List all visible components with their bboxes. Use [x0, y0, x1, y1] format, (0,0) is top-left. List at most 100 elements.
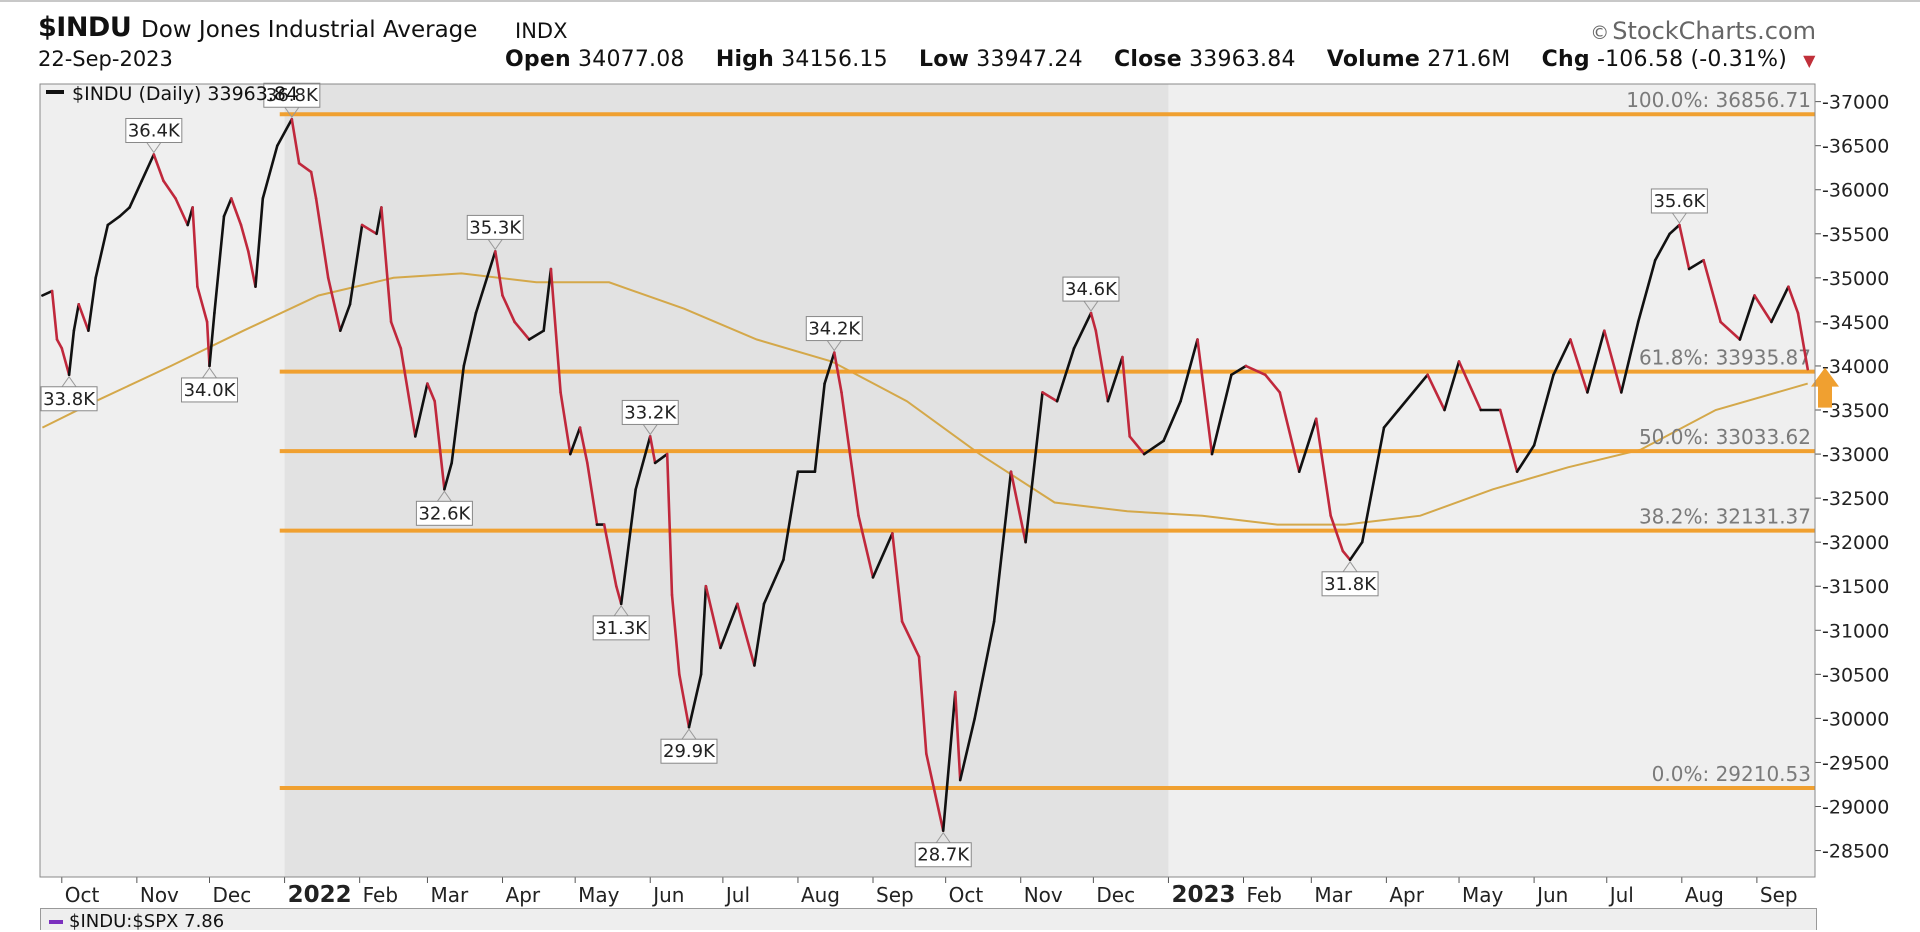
- label-text: 29.9K: [663, 741, 716, 762]
- price-segment: [314, 197, 330, 280]
- price-segment: [196, 285, 209, 324]
- peak-label: 35.3K: [466, 214, 524, 251]
- label-text: 34.0K: [184, 380, 237, 401]
- x-tick-label: Mar: [430, 883, 469, 907]
- x-tick-label: Dec: [213, 883, 252, 907]
- price-segment: [1055, 346, 1076, 403]
- chart-legend: $INDU (Daily) 33963.84: [46, 83, 298, 105]
- label-pointer: [146, 142, 162, 154]
- price-segment: [326, 276, 342, 333]
- volume-value: 271.6M: [1427, 47, 1511, 72]
- price-segment: [857, 514, 875, 579]
- peak-label: 35.6K: [1650, 188, 1708, 224]
- label-text: 28.7K: [917, 845, 970, 866]
- price-segment: [900, 620, 921, 659]
- price-series-layer: [41, 117, 1809, 833]
- label-box: [592, 615, 650, 641]
- price-segment: [1586, 329, 1606, 394]
- peak-label-layer: 33.8K 36.4K 34.0K 36.8K 32.6K 35.3K 31.3K 33.2K…: [40, 82, 1839, 868]
- price-segment: [704, 584, 722, 650]
- peak-label: 34.6K: [1062, 276, 1120, 312]
- fib-label: 61.8%: 33935.87: [1639, 346, 1811, 370]
- price-segment: [1457, 360, 1483, 412]
- lower-panel-label: $INDU:$SPX 7.86: [49, 911, 224, 932]
- y-tick-label: -34500: [1822, 312, 1889, 334]
- price-segment: [1230, 364, 1248, 377]
- x-tick-label: 2022: [288, 882, 352, 908]
- price-segment: [41, 289, 54, 297]
- fib-label: 0.0%: 29210.53: [1652, 762, 1811, 786]
- price-segment: [1569, 338, 1589, 394]
- price-segment: [917, 655, 928, 755]
- symbol: $INDU: [38, 12, 132, 43]
- label-pointer: [487, 239, 503, 251]
- price-segment: [380, 206, 393, 324]
- x-tick-label: Dec: [1096, 883, 1135, 907]
- price-segment: [1678, 223, 1691, 271]
- peak-label: 34.0K: [181, 367, 239, 403]
- label-box: [466, 214, 524, 240]
- peak-label: 31.3K: [592, 604, 650, 641]
- fib-label: 50.0%: 33033.62: [1639, 425, 1811, 449]
- price-segment: [1360, 426, 1386, 544]
- legend-label: $INDU (Daily) 33963.84: [72, 83, 298, 105]
- label-pointer: [61, 375, 77, 388]
- price-segment: [813, 382, 826, 474]
- y-tick-label: -34000: [1822, 356, 1889, 378]
- y-tick-label: -30000: [1822, 708, 1889, 730]
- label-text: 36.4K: [128, 120, 181, 141]
- price-segment: [665, 452, 674, 597]
- x-tick-label: Oct: [65, 883, 100, 907]
- price-segment: [297, 162, 313, 174]
- price-segment: [275, 117, 294, 147]
- price-segment: [1653, 232, 1671, 262]
- price-segment: [1738, 294, 1756, 341]
- label-pointer: [436, 490, 452, 502]
- label-box: [125, 117, 183, 143]
- y-tick-label: -29000: [1822, 797, 1889, 819]
- moving-average-line: [41, 272, 1808, 526]
- price-segment: [433, 399, 446, 491]
- price-segment: [973, 620, 996, 720]
- label-pointer: [1342, 560, 1358, 573]
- price-segment: [239, 223, 250, 253]
- price-segment: [699, 584, 708, 676]
- price-segment: [174, 197, 189, 227]
- price-segment: [1041, 391, 1059, 403]
- price-segment: [1498, 408, 1519, 474]
- price-segment: [578, 426, 589, 465]
- y-tick-label: -37000: [1822, 92, 1889, 114]
- lower-indicator-panel: $INDU:$SPX 7.86: [40, 908, 1817, 932]
- label-box: [1321, 571, 1379, 597]
- label-text: 33.2K: [624, 402, 677, 423]
- price-segment: [549, 267, 562, 394]
- price-segment: [1329, 514, 1345, 553]
- price-segment: [1142, 439, 1165, 456]
- exchange: INDX: [515, 19, 568, 43]
- peak-label: 28.7K: [914, 831, 972, 868]
- price-segment: [871, 532, 894, 579]
- price-segment: [832, 351, 843, 394]
- x-tick-label: May: [1462, 883, 1504, 907]
- label-pointer: [642, 424, 658, 436]
- plot-border: [39, 83, 1816, 878]
- down-triangle-icon: ▼: [1803, 51, 1816, 70]
- label-text: 36.8K: [266, 85, 319, 106]
- price-segment: [1787, 285, 1800, 315]
- fib-label: 38.2%: 32131.37: [1639, 505, 1811, 529]
- price-segment: [619, 487, 638, 606]
- y-tick-label: -33000: [1822, 444, 1889, 466]
- brand-link[interactable]: © StockCharts.com: [1590, 17, 1816, 45]
- price-segment: [924, 752, 945, 833]
- price-segment: [1121, 355, 1131, 438]
- price-segment: [1687, 258, 1705, 271]
- price-segment: [60, 346, 71, 377]
- x-tick-label: Nov: [1024, 883, 1063, 907]
- x-tick-label: Oct: [949, 883, 984, 907]
- high-label: High: [715, 47, 774, 72]
- x-tick-label: Aug: [1685, 883, 1724, 907]
- price-segment: [719, 602, 739, 650]
- x-tick-label: Jun: [651, 883, 684, 907]
- price-segment: [1024, 391, 1044, 544]
